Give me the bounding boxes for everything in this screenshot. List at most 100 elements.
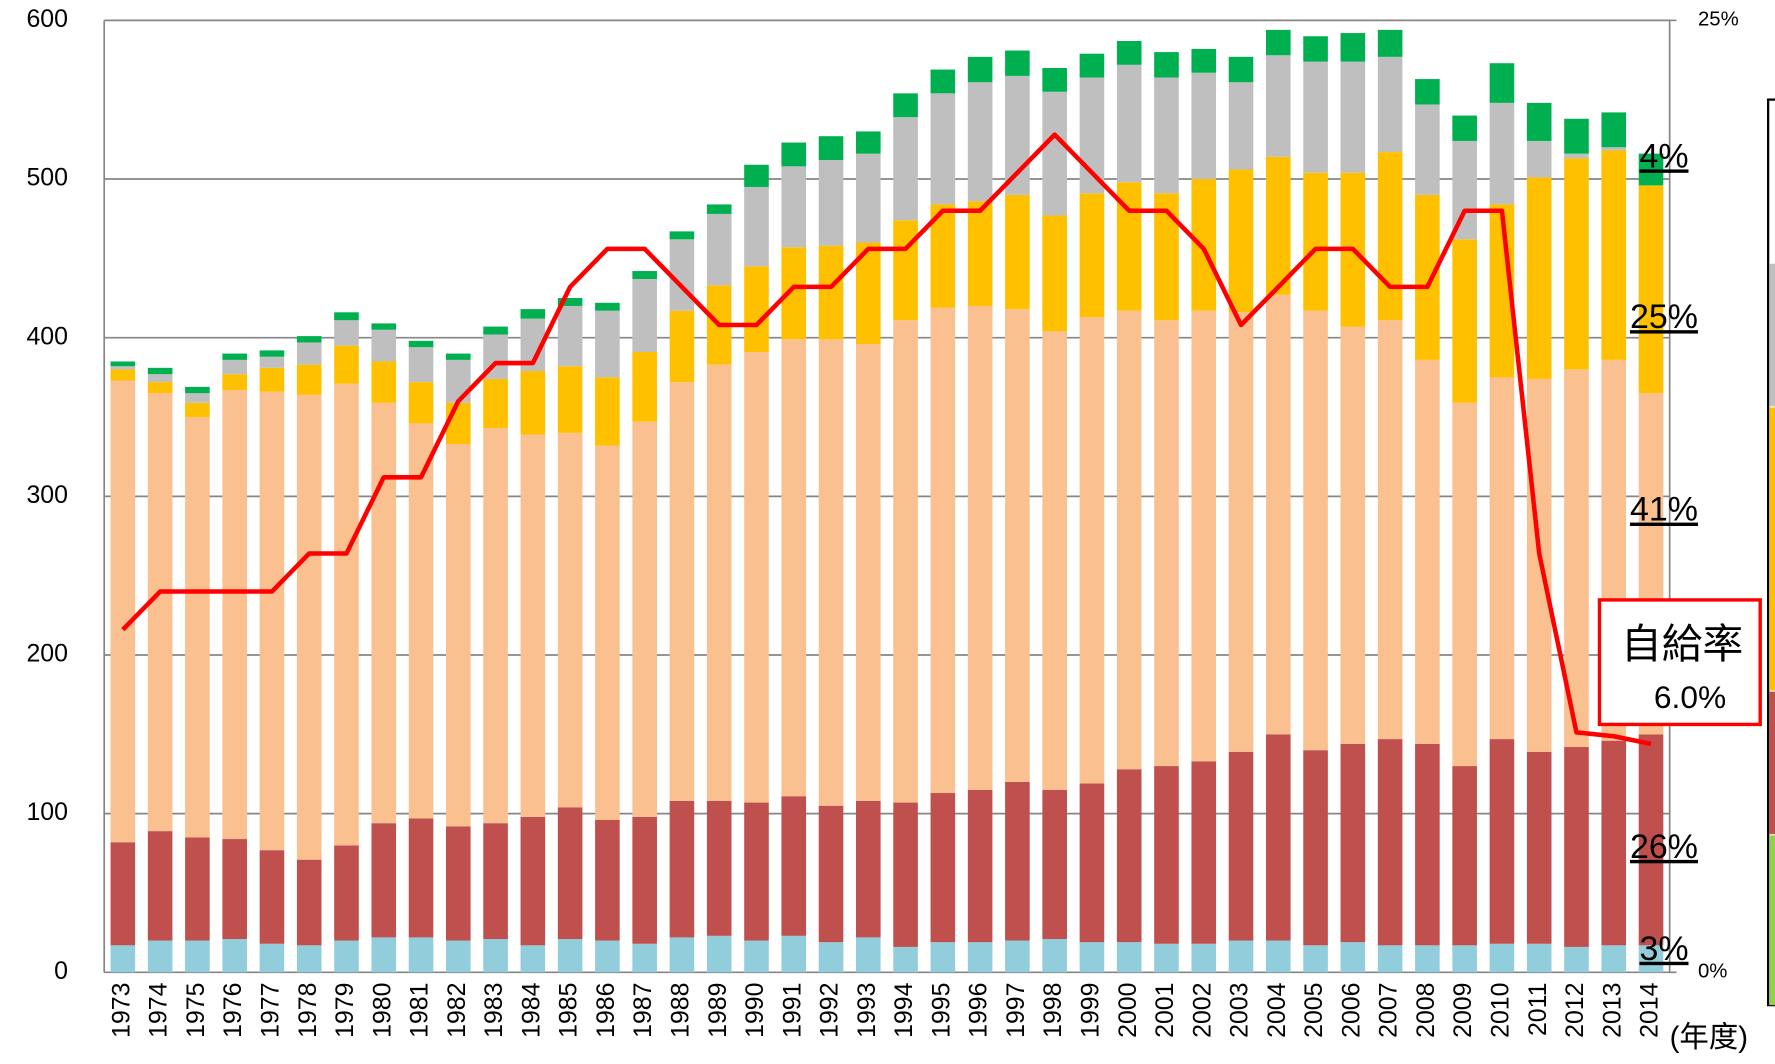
bar-segment <box>1489 943 1515 973</box>
bar-segment <box>781 796 807 936</box>
bar-segment <box>222 359 247 375</box>
bar-segment <box>520 434 546 817</box>
x-tick-label: 1977 <box>257 983 285 1038</box>
bar-segment <box>1228 751 1254 941</box>
bar-segment <box>595 302 620 311</box>
bar-segment <box>1638 734 1664 946</box>
y-tick-label: 500 <box>26 164 68 192</box>
bar-segment <box>1601 740 1627 946</box>
bar-segment <box>1340 33 1366 62</box>
x-tick-label: 1990 <box>741 983 769 1038</box>
bar-segment <box>1489 739 1515 944</box>
bar-segment <box>1415 743 1440 946</box>
bar-segment <box>669 382 695 801</box>
bar-segment <box>1526 943 1552 973</box>
bar-segment <box>967 942 993 973</box>
bar-segment <box>744 940 769 973</box>
bar-segment <box>632 943 657 973</box>
bar-segment <box>1154 943 1179 973</box>
bar-segment <box>296 342 322 365</box>
bar-segment <box>1116 310 1142 770</box>
bar-segment <box>296 394 322 860</box>
bar-segment <box>632 816 657 944</box>
bar-segment <box>408 937 434 973</box>
bar-segment <box>744 186 769 267</box>
x-tick-label: 2011 <box>1524 983 1552 1037</box>
bar-segment <box>1601 150 1627 360</box>
bar-segment <box>334 320 359 346</box>
bar-segment <box>632 421 657 817</box>
bar-segment <box>706 800 732 936</box>
x-tick-label: 2001 <box>1151 983 1179 1038</box>
bar-segment <box>818 942 844 973</box>
bar-segment <box>110 842 136 946</box>
x-tick-label: 1991 <box>778 983 806 1038</box>
x-tick-label: 2000 <box>1114 983 1142 1038</box>
bar-segment <box>595 940 620 973</box>
bar-segment <box>706 213 732 286</box>
bar-segment <box>557 938 583 973</box>
bar-segment <box>446 826 471 941</box>
x-tick-label: 2006 <box>1337 983 1365 1038</box>
bar-segment <box>595 377 620 446</box>
bar-segment <box>1079 193 1105 318</box>
bar-segment <box>1489 102 1515 205</box>
bar-segment <box>669 937 695 973</box>
bar-segment <box>1154 766 1179 944</box>
bar-segment <box>967 305 993 790</box>
bar-segment <box>1042 331 1067 790</box>
bar-segment <box>1340 942 1366 973</box>
bar-segment <box>1116 942 1142 973</box>
x-tick-label: 1993 <box>853 983 881 1038</box>
bar-segment <box>446 402 471 444</box>
bar-segment <box>520 816 546 946</box>
bar-segment <box>967 82 993 202</box>
bar-segment <box>1526 378 1552 752</box>
bar-segment <box>446 443 471 827</box>
x-unit-label: (年度) <box>1670 1021 1748 1054</box>
bar-segment <box>483 378 508 429</box>
bar-segment <box>1638 945 1664 973</box>
bar-segment <box>371 937 397 973</box>
bar-segment <box>1079 942 1105 973</box>
x-tick-label: 1980 <box>368 983 396 1038</box>
share-label: 41% <box>1630 491 1698 529</box>
bar-segment <box>595 820 620 941</box>
bar-segment <box>1154 320 1179 767</box>
bar-segment <box>781 339 807 797</box>
x-tick-label: 1994 <box>890 982 918 1038</box>
bar-segment <box>1154 193 1179 321</box>
x-tick-label: 2013 <box>1598 983 1626 1038</box>
bar-segment <box>222 839 247 939</box>
bar-segment <box>1042 938 1067 973</box>
bar-segment <box>1452 402 1477 767</box>
bar-segment <box>408 382 434 424</box>
bar-segment <box>1303 310 1328 751</box>
bar-segment <box>334 345 359 384</box>
bar-segment <box>1377 56 1403 153</box>
bar-segment <box>669 231 695 240</box>
bar-segment <box>818 136 844 160</box>
bar-segment <box>632 351 657 422</box>
bar-segment <box>259 943 285 973</box>
callout-value: 6.0% <box>1654 679 1726 715</box>
bar-segment <box>930 69 956 94</box>
bar-segment <box>334 845 359 941</box>
bar-segment <box>1638 153 1664 186</box>
y2-tick-label: 0% <box>1698 961 1727 983</box>
bar-segment <box>371 823 397 938</box>
bar-segment <box>185 402 210 418</box>
bar-segment <box>818 159 844 246</box>
y-tick-label: 400 <box>26 322 68 350</box>
bar-segment <box>632 278 657 352</box>
x-tick-label: 1996 <box>965 983 993 1038</box>
bar-segment <box>632 271 657 279</box>
bar-segment <box>1489 63 1515 103</box>
bar-segment <box>893 320 918 803</box>
legend-swatch <box>1769 263 1775 407</box>
x-tick-label: 1995 <box>927 983 955 1038</box>
bar-segment <box>296 336 322 343</box>
bar-segment <box>110 366 136 370</box>
x-tick-label: 2007 <box>1375 983 1403 1038</box>
x-tick-label: 2002 <box>1188 983 1216 1038</box>
